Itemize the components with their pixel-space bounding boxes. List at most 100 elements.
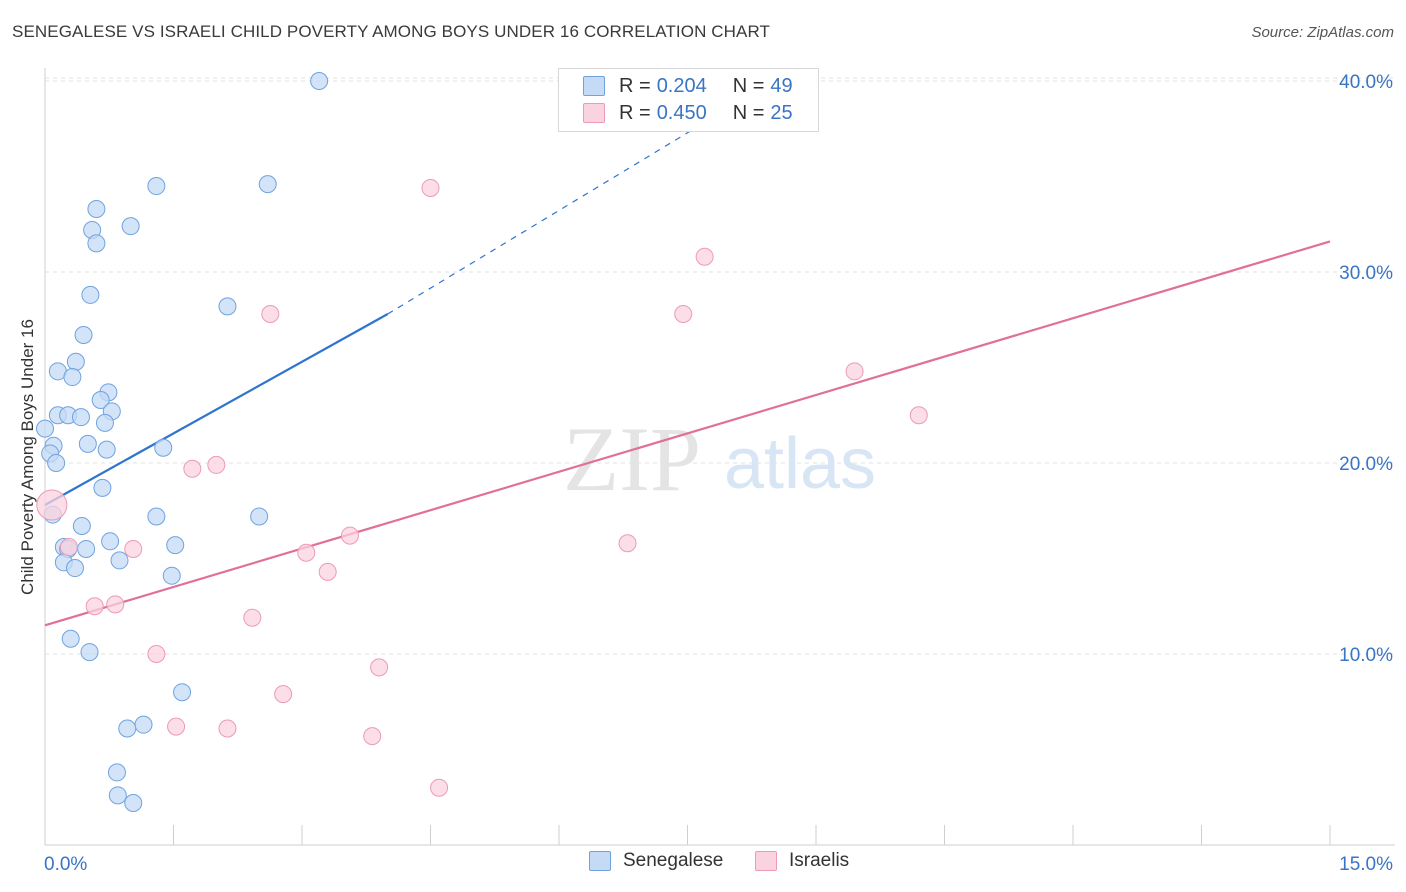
point-senegalese xyxy=(72,517,91,536)
point-senegalese xyxy=(91,390,110,409)
bottom-legend-label-israelis: Israelis xyxy=(789,850,850,871)
point-senegalese xyxy=(107,763,126,782)
point-senegalese xyxy=(65,559,84,578)
point-senegalese xyxy=(258,175,277,194)
x-tick-label: 15.0% xyxy=(1339,854,1393,875)
y-tick-label: 10.0% xyxy=(1339,645,1393,666)
legend-r-value: 0.450 xyxy=(656,101,707,124)
legend-r-label: R = xyxy=(619,101,651,124)
correlation-legend: R = 0.204 N = 49 R = 0.450 N = 25 xyxy=(558,68,819,132)
bottom-legend-label-senegalese: Senegalese xyxy=(623,850,724,871)
point-israelis xyxy=(340,526,359,545)
point-senegalese xyxy=(121,217,140,236)
legend-n-label: N = xyxy=(732,101,765,124)
point-israelis xyxy=(421,178,440,197)
point-israelis xyxy=(274,685,293,704)
legend-r-label: R = xyxy=(619,74,651,97)
point-israelis xyxy=(183,459,202,478)
point-senegalese xyxy=(74,326,93,345)
point-senegalese xyxy=(97,440,116,459)
trend-line-israelis xyxy=(44,240,1331,627)
point-israelis xyxy=(147,645,166,663)
watermark: ZIP atlas xyxy=(563,408,876,510)
point-senegalese xyxy=(162,566,181,585)
trend-line-senegalese xyxy=(44,313,389,506)
point-senegalese xyxy=(108,786,127,805)
point-senegalese xyxy=(118,719,137,738)
point-senegalese xyxy=(81,285,100,304)
point-senegalese xyxy=(93,478,112,497)
point-israelis xyxy=(261,305,280,324)
y-tick-label: 40.0% xyxy=(1339,72,1393,93)
point-senegalese xyxy=(47,454,66,472)
point-israelis xyxy=(430,778,449,797)
y-tick-label: 20.0% xyxy=(1339,454,1393,475)
point-israelis xyxy=(297,543,316,562)
point-senegalese xyxy=(101,532,120,551)
point-senegalese xyxy=(250,507,269,526)
point-israelis xyxy=(218,719,237,738)
point-senegalese xyxy=(71,408,90,427)
point-israelis xyxy=(370,658,389,677)
x-tick-label: 0.0% xyxy=(44,854,87,875)
point-israelis xyxy=(207,455,226,474)
point-israelis xyxy=(909,406,928,425)
point-israelis xyxy=(318,562,337,581)
point-israelis xyxy=(124,539,143,558)
point-senegalese xyxy=(310,72,329,90)
point-senegalese xyxy=(124,793,143,812)
point-israelis xyxy=(59,538,78,557)
point-senegalese xyxy=(147,177,166,196)
bottom-legend-senegalese: Senegalese xyxy=(589,850,723,872)
y-tick-label: 30.0% xyxy=(1339,263,1393,284)
legend-n-value: 25 xyxy=(770,101,793,124)
point-senegalese xyxy=(166,536,185,555)
bottom-legend-israelis: Israelis xyxy=(755,850,849,872)
legend-n-value: 49 xyxy=(770,74,793,97)
point-senegalese xyxy=(63,368,82,387)
trend-lines xyxy=(44,80,1331,627)
legend-row-israelis: R = 0.450 N = 25 xyxy=(583,100,793,126)
point-israelis xyxy=(845,362,864,381)
point-senegalese xyxy=(77,539,96,558)
point-senegalese xyxy=(147,507,166,526)
point-senegalese xyxy=(80,643,99,662)
point-senegalese xyxy=(87,234,106,253)
point-israelis xyxy=(167,717,186,736)
point-israelis xyxy=(674,305,693,324)
point-israelis xyxy=(85,597,104,616)
bottom-legend-swatch-senegalese xyxy=(589,851,611,871)
point-israelis xyxy=(618,534,637,553)
tick-labels: 10.0% 20.0% 30.0% 40.0% 0.0% 15.0% xyxy=(44,72,1393,875)
point-senegalese xyxy=(66,352,85,371)
legend-swatch-israelis xyxy=(583,103,605,123)
point-senegalese xyxy=(134,715,153,734)
legend-row-senegalese: R = 0.204 N = 49 xyxy=(583,73,793,99)
point-israelis xyxy=(243,608,262,627)
legend-r-value: 0.204 xyxy=(656,74,707,97)
point-senegalese xyxy=(95,413,114,432)
y-axis-label: Child Poverty Among Boys Under 16 xyxy=(18,319,37,595)
point-senegalese xyxy=(173,683,192,702)
data-points xyxy=(36,72,928,812)
point-israelis xyxy=(363,727,382,746)
point-senegalese xyxy=(218,297,237,316)
point-senegalese xyxy=(61,629,80,648)
point-senegalese xyxy=(87,199,106,218)
watermark-zip: ZIP xyxy=(563,408,701,510)
point-senegalese xyxy=(36,419,54,438)
bottom-legend-swatch-israelis xyxy=(755,851,777,871)
point-senegalese xyxy=(154,438,173,457)
legend-n-label: N = xyxy=(732,74,765,97)
point-senegalese xyxy=(110,551,129,570)
source-label: Source: ZipAtlas.com xyxy=(1251,24,1394,41)
legend-swatch-senegalese xyxy=(583,76,605,96)
point-israelis xyxy=(36,489,68,521)
axes xyxy=(44,68,1395,846)
chart-title: SENEGALESE VS ISRAELI CHILD POVERTY AMON… xyxy=(12,22,771,41)
grid-lines xyxy=(45,77,1395,655)
watermark-atlas: atlas xyxy=(724,424,876,504)
point-israelis xyxy=(695,247,714,266)
point-senegalese xyxy=(78,434,97,453)
